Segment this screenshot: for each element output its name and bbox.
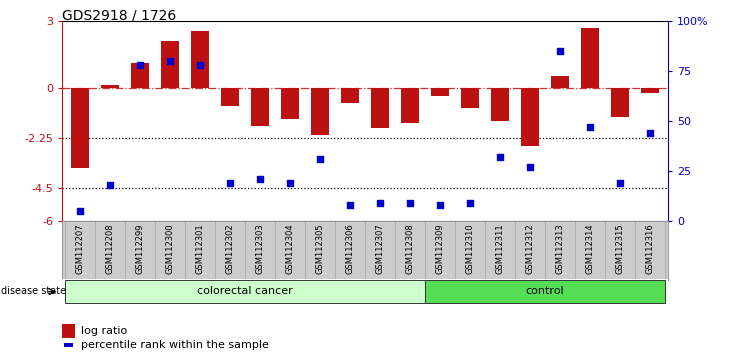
Point bbox=[524, 164, 536, 170]
Point bbox=[464, 200, 476, 206]
Text: GSM112313: GSM112313 bbox=[556, 224, 564, 274]
Point bbox=[614, 181, 626, 186]
Bar bbox=[431, 88, 449, 96]
Text: GSM112309: GSM112309 bbox=[436, 224, 445, 274]
Bar bbox=[425, 280, 665, 303]
Point bbox=[134, 62, 146, 68]
Text: GSM112301: GSM112301 bbox=[196, 224, 204, 274]
Bar bbox=[221, 88, 239, 106]
Bar bbox=[311, 88, 329, 135]
Bar bbox=[401, 88, 419, 124]
Point bbox=[164, 58, 176, 64]
Bar bbox=[71, 88, 89, 168]
Bar bbox=[491, 88, 509, 121]
Text: GSM112307: GSM112307 bbox=[375, 224, 385, 274]
Text: GSM112306: GSM112306 bbox=[345, 224, 355, 274]
Text: GDS2918 / 1726: GDS2918 / 1726 bbox=[62, 9, 177, 23]
Bar bbox=[251, 88, 269, 126]
Point bbox=[554, 48, 566, 54]
Point bbox=[284, 181, 296, 186]
Point bbox=[404, 200, 416, 206]
Bar bbox=[581, 28, 599, 88]
Point bbox=[104, 182, 116, 188]
Bar bbox=[341, 88, 359, 103]
Bar bbox=[101, 85, 119, 88]
Point bbox=[314, 156, 326, 162]
Bar bbox=[65, 280, 425, 303]
Bar bbox=[641, 88, 659, 93]
Text: GSM112315: GSM112315 bbox=[615, 224, 624, 274]
Point bbox=[434, 202, 446, 208]
Text: GSM112302: GSM112302 bbox=[226, 224, 234, 274]
Point bbox=[494, 154, 506, 160]
Text: GSM112312: GSM112312 bbox=[526, 224, 534, 274]
Bar bbox=[131, 63, 149, 88]
Text: GSM112308: GSM112308 bbox=[405, 224, 415, 274]
Text: GSM112311: GSM112311 bbox=[496, 224, 504, 274]
Bar bbox=[161, 41, 179, 88]
Text: control: control bbox=[526, 286, 564, 296]
Point bbox=[194, 62, 206, 68]
Bar bbox=[191, 31, 209, 88]
Bar bbox=[611, 88, 629, 117]
Bar bbox=[371, 88, 389, 128]
Text: colorectal cancer: colorectal cancer bbox=[197, 286, 293, 296]
Bar bbox=[521, 88, 539, 146]
Text: GSM112314: GSM112314 bbox=[585, 224, 594, 274]
Point bbox=[644, 130, 656, 136]
Point bbox=[584, 124, 596, 130]
Text: GSM112305: GSM112305 bbox=[315, 224, 325, 274]
Text: GSM112316: GSM112316 bbox=[645, 224, 655, 274]
Text: GSM112303: GSM112303 bbox=[255, 224, 264, 274]
Point bbox=[74, 209, 86, 214]
Point bbox=[254, 176, 266, 182]
Bar bbox=[281, 88, 299, 119]
Bar bbox=[551, 76, 569, 88]
Text: GSM112300: GSM112300 bbox=[166, 224, 174, 274]
Point bbox=[374, 200, 386, 206]
Text: log ratio: log ratio bbox=[81, 326, 127, 336]
Point bbox=[344, 202, 356, 208]
Text: GSM112310: GSM112310 bbox=[466, 224, 474, 274]
Text: disease state: disease state bbox=[1, 286, 66, 296]
Text: GSM112207: GSM112207 bbox=[75, 224, 85, 274]
Text: GSM112299: GSM112299 bbox=[136, 224, 145, 274]
Text: percentile rank within the sample: percentile rank within the sample bbox=[81, 340, 269, 350]
Point bbox=[224, 181, 236, 186]
Text: GSM112304: GSM112304 bbox=[285, 224, 294, 274]
Bar bbox=[461, 88, 479, 108]
Text: GSM112208: GSM112208 bbox=[106, 224, 115, 274]
